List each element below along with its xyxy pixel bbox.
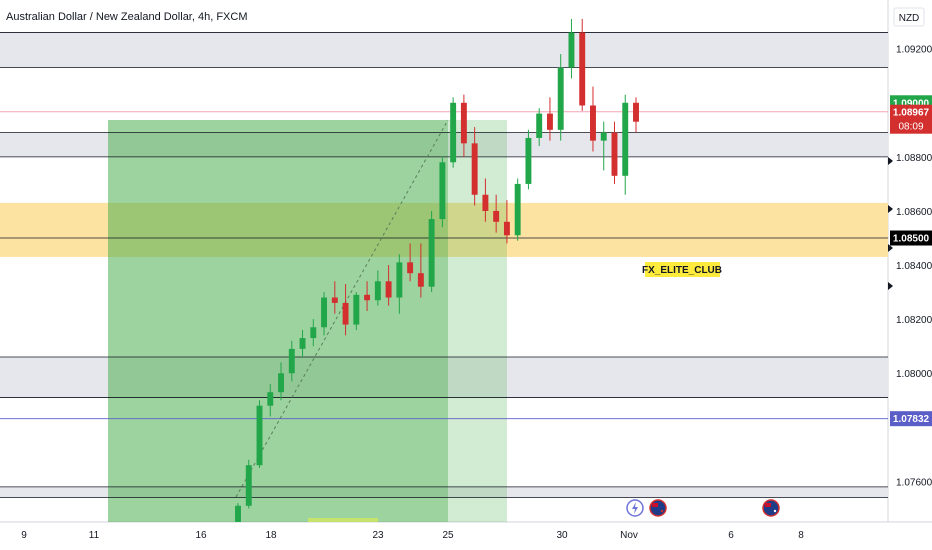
x-tick-label: 23: [372, 530, 384, 541]
x-tick-label: 16: [195, 530, 207, 541]
y-tick-label: 1.08000: [896, 369, 932, 380]
y-tick-label: 1.09200: [896, 45, 932, 56]
candle-body[interactable]: [471, 143, 478, 195]
long-position-base-marker: [308, 518, 378, 522]
candle-body[interactable]: [407, 262, 414, 274]
zone-resistance-0[interactable]: [0, 32, 888, 68]
candle-body[interactable]: [568, 32, 575, 68]
candle-body[interactable]: [342, 302, 349, 325]
nz-flag-event-icon[interactable]: [649, 499, 667, 517]
candle-body[interactable]: [256, 405, 263, 466]
y-tick-label: 1.07600: [896, 477, 932, 488]
countdown-tag-text: 08:09: [898, 122, 923, 133]
x-tick-label: Nov: [620, 530, 638, 541]
candle-body[interactable]: [267, 392, 274, 406]
y-axis-ticks: 1.09200 1.08800 1.08600 1.08400 1.08200 1.080…: [896, 45, 932, 489]
price-axis[interactable]: [888, 0, 932, 522]
candle-body[interactable]: [503, 221, 510, 236]
x-tick-label: 11: [89, 530, 100, 541]
price-tag-mid: 1.08500: [890, 230, 932, 246]
y-tick-label: 1.08200: [896, 315, 932, 326]
last-price-tag-text: 1.08967: [893, 108, 930, 119]
chart-title: Australian Dollar / New Zealand Dollar, …: [6, 11, 247, 23]
candle-body[interactable]: [493, 210, 500, 222]
candle-body[interactable]: [385, 281, 392, 298]
candle-body[interactable]: [331, 297, 338, 303]
candle-body[interactable]: [439, 162, 446, 220]
y-tick-label: 1.08800: [896, 153, 932, 164]
candle-body[interactable]: [364, 294, 371, 301]
x-axis-ticks: 9 11 16 18 23 25 30 Nov 6 8: [21, 530, 804, 541]
candle-body[interactable]: [600, 132, 607, 141]
au-flag-event-icon[interactable]: [762, 499, 780, 517]
price-tag-upper-text: 1.09000: [893, 98, 930, 109]
currency-button[interactable]: [893, 7, 925, 27]
candles-layer: [235, 18, 639, 522]
lightning-event-icon[interactable]: [626, 499, 644, 517]
last-price-tag: 1.08967 08:09: [890, 104, 932, 134]
x-tick-label: 25: [442, 530, 454, 541]
price-tag-low: 1.07832: [890, 411, 932, 427]
candle-body[interactable]: [482, 194, 489, 211]
level-marker: [888, 244, 893, 252]
candle-body[interactable]: [525, 137, 532, 184]
candle-body[interactable]: [514, 183, 521, 236]
candle-body[interactable]: [374, 281, 381, 301]
candle-body[interactable]: [245, 465, 252, 506]
candle-body[interactable]: [396, 262, 403, 298]
candle-body[interactable]: [590, 105, 596, 141]
x-tick-label: 9: [21, 530, 27, 541]
level-marker: [888, 157, 893, 165]
price-tag-mid-text: 1.08500: [893, 234, 930, 245]
levels-layer: [0, 32, 888, 499]
level-marker: [888, 282, 893, 290]
candle-body[interactable]: [611, 132, 618, 176]
candle-body[interactable]: [536, 113, 543, 138]
x-tick-label: 18: [265, 530, 277, 541]
y-tick-label: 1.08400: [896, 261, 932, 272]
price-tag-low-text: 1.07832: [893, 414, 930, 425]
watermark-label-bg[interactable]: [645, 262, 720, 277]
level-marker: [888, 205, 893, 213]
candle-body[interactable]: [278, 373, 284, 393]
candle-body[interactable]: [321, 297, 328, 328]
candle-body[interactable]: [288, 348, 295, 374]
candle-body[interactable]: [310, 327, 317, 339]
x-tick-label: 30: [556, 530, 568, 541]
y-tick-label: 1.08600: [896, 207, 932, 218]
candle-body[interactable]: [579, 32, 586, 106]
candle-body[interactable]: [428, 219, 435, 287]
x-tick-label: 6: [728, 530, 734, 541]
trend-line[interactable]: [235, 119, 449, 498]
currency-label: NZD: [899, 13, 920, 24]
candle-body[interactable]: [460, 102, 467, 144]
watermark-label: FX_ELITE_CLUB: [642, 265, 722, 276]
candle-body[interactable]: [235, 505, 241, 522]
x-tick-label: 8: [798, 530, 804, 541]
candle-body[interactable]: [633, 102, 639, 122]
candle-body[interactable]: [557, 67, 564, 130]
candle-body[interactable]: [417, 273, 424, 287]
candle-body[interactable]: [353, 294, 360, 325]
candle-body[interactable]: [622, 102, 629, 176]
candle-body[interactable]: [450, 102, 457, 163]
long-position-target-zone[interactable]: [108, 120, 448, 522]
candle-body[interactable]: [299, 338, 306, 349]
candle-body[interactable]: [546, 113, 553, 130]
